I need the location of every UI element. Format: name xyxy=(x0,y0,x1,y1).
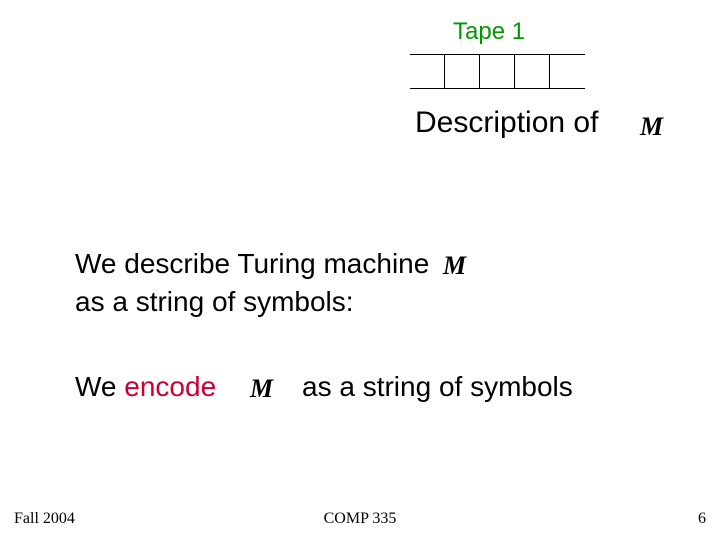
tape-cell xyxy=(410,54,445,89)
paragraph-1: We describe Turing machine as a string o… xyxy=(75,245,429,321)
tape-row xyxy=(410,54,585,89)
footer-center: COMP 335 xyxy=(324,510,397,528)
para2-encode: encode xyxy=(124,371,216,402)
tape-cell xyxy=(515,54,550,89)
para2-we: We xyxy=(75,371,124,402)
tape-cell xyxy=(550,54,585,89)
tape-label: Tape 1 xyxy=(453,18,525,46)
para1-line2: as a string of symbols: xyxy=(75,286,354,317)
m-symbol: M xyxy=(640,112,663,142)
description-text: Description of xyxy=(415,106,598,140)
paragraph-2-before: We encode xyxy=(75,368,216,406)
para1-line1: We describe Turing machine xyxy=(75,248,429,279)
footer-right: 6 xyxy=(698,510,706,528)
paragraph-2-after: as a string of symbols xyxy=(302,368,573,406)
m-symbol: M xyxy=(250,374,273,404)
m-symbol: M xyxy=(443,251,466,281)
tape-cell xyxy=(480,54,515,89)
footer-left: Fall 2004 xyxy=(14,510,75,528)
tape-cell xyxy=(445,54,480,89)
